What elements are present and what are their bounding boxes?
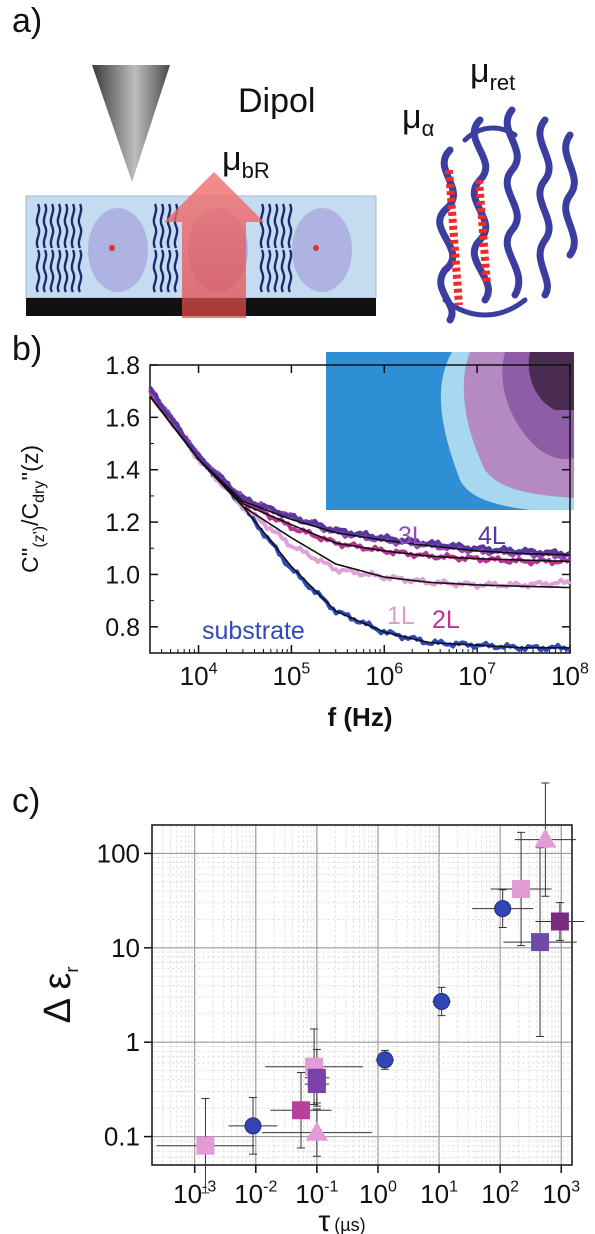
data-point-square (196, 1136, 215, 1155)
series-4l-line (148, 386, 572, 558)
mu-ret-label: μret (470, 52, 515, 95)
data-point-square (531, 933, 550, 952)
afm-tip-icon (92, 65, 170, 182)
dipole-arrow-icon (164, 172, 264, 318)
y-tick-label: 0.1 (104, 1122, 140, 1152)
x-tick-label: 107 (458, 660, 496, 691)
x-tick-label: 106 (365, 660, 403, 691)
x-tick-label: 105 (273, 660, 311, 691)
y-tick-label: 10 (111, 933, 140, 963)
x-tick-label: 108 (551, 660, 589, 691)
x-axis-label: τ (µs) (318, 1205, 365, 1234)
data-point-triangle (534, 828, 557, 848)
mu-alpha-label: μα (402, 98, 435, 141)
y-tick-label: 100 (97, 838, 140, 868)
helix-dipole-marker (445, 169, 491, 306)
panel-c-label: c) (12, 782, 41, 820)
panel-a-label: a) (12, 2, 43, 40)
y-tick-label: 0.8 (105, 614, 140, 642)
plot-frame (149, 364, 571, 654)
x-tick-label: 102 (481, 1178, 519, 1209)
x-tick-label: 101 (420, 1178, 458, 1209)
y-tick-label: 1.4 (105, 457, 140, 485)
panel-c-plot-area: 0.1 1 10 100 10-3 10-2 10-1 100 101 102 103 τ (µs) Δ … (37, 782, 585, 1234)
y-tick-label: 1.2 (105, 509, 140, 537)
panel-b-plot-area: 0.8 1.0 1.2 1.4 1.6 1.8 104 105 106 107 108 substra… (17, 352, 589, 732)
panel-a-schematic: Dipol μbR μα μret (25, 52, 578, 324)
data-point-triangle (305, 1121, 328, 1141)
fit-line (149, 395, 571, 556)
y-tick-label: 1.0 (105, 561, 140, 589)
fit-line (149, 395, 571, 563)
x-axis-label: f (Hz) (328, 702, 393, 732)
series-annotation: 3L (398, 522, 426, 550)
y-tick-label: 1.8 (105, 352, 140, 380)
y-axis-label: C''(z')/Cdry''(z) (17, 445, 48, 573)
x-tick-label: 10-2 (234, 1178, 277, 1209)
y-tick-label: 1 (126, 1027, 140, 1057)
x-tick-label: 10-1 (295, 1178, 338, 1209)
dipol-label: Dipol (238, 82, 315, 120)
mu-br-label: μbR (222, 140, 270, 183)
data-point-square (307, 1075, 326, 1094)
y-axis-label: Δ εr (37, 967, 82, 1024)
series-annotation: substrate (202, 617, 305, 645)
x-tick-label: 100 (359, 1178, 397, 1209)
series-annotation: 2L (432, 606, 460, 634)
panel-c-chart: 0.1 1 10 100 10-3 10-2 10-1 100 101 102 103 τ (µs) Δ … (37, 782, 585, 1234)
lipid-chains-icon (35, 203, 293, 293)
data-point-circle (494, 900, 512, 918)
data-point-square (512, 879, 531, 898)
protein-structure-icon (436, 106, 578, 324)
x-tick-label: 103 (542, 1178, 580, 1209)
panel-b-chart: 0.8 1.0 1.2 1.4 1.6 1.8 104 105 106 107 108 substra… (17, 352, 589, 732)
data-point-square (292, 1101, 311, 1120)
data-point-circle (376, 1051, 394, 1069)
afm-inset-image (326, 352, 574, 510)
x-tick-label: 104 (180, 660, 218, 691)
y-tick-label: 1.6 (105, 404, 140, 432)
series-annotation: 4L (478, 522, 506, 550)
data-point-square (550, 912, 569, 931)
panel-b-label: b) (12, 330, 43, 368)
plot-frame (151, 824, 573, 1166)
fit-line (149, 395, 570, 589)
data-point-circle (433, 992, 451, 1010)
data-point-circle (244, 1117, 262, 1135)
x-tick-label: 10-3 (173, 1178, 216, 1209)
series-annotation: 1L (387, 602, 415, 630)
